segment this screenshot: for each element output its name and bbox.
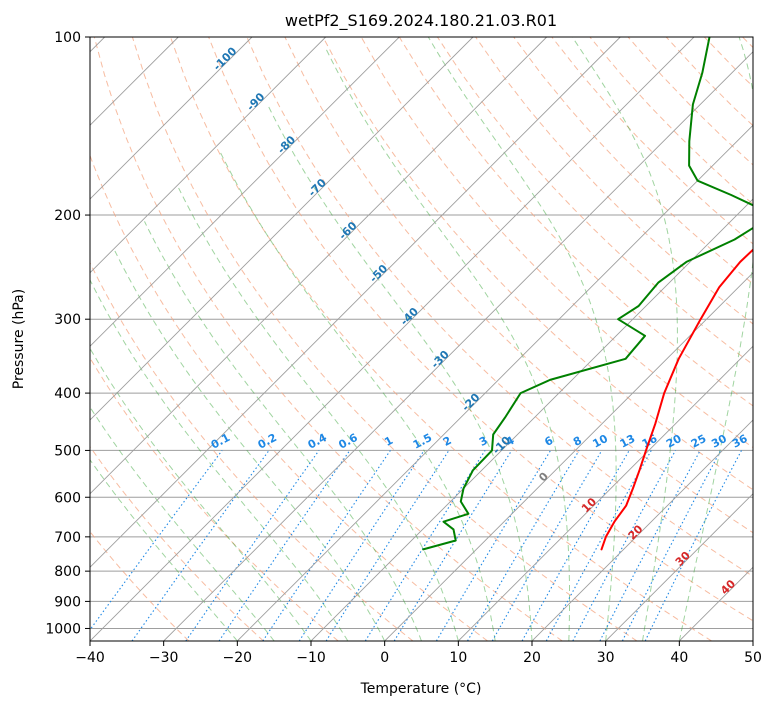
dry-adiabat <box>208 37 753 622</box>
dry-adiabat <box>513 37 753 285</box>
mixing-ratio-line <box>572 450 676 641</box>
pressure-gridlines <box>90 36 753 629</box>
x-tick-label: −20 <box>223 650 253 666</box>
dry-adiabat <box>475 37 753 325</box>
y-tick-label: 400 <box>54 386 81 402</box>
moist-adiabats <box>90 37 753 641</box>
x-tick-label: 30 <box>597 650 615 666</box>
dry-adiabat <box>284 37 753 534</box>
mixing-ratio-line <box>545 450 652 641</box>
isotherm-line <box>384 272 753 641</box>
x-tick-label: 40 <box>670 650 688 666</box>
mixing-ratio-label: 20 <box>664 432 684 451</box>
moist-adiabat <box>90 406 275 641</box>
dry-adiabat <box>246 37 753 577</box>
moist-adiabat <box>678 37 753 641</box>
mixing-ratio-line <box>521 450 630 641</box>
x-tick-label: 20 <box>523 650 541 666</box>
y-tick-label: 300 <box>54 312 81 328</box>
dry-adiabat <box>131 37 638 641</box>
dry-adiabat <box>90 445 264 641</box>
dewpoint-series-line <box>422 37 753 551</box>
isotherm-line <box>605 493 753 641</box>
y-tick-label: 900 <box>54 594 81 610</box>
dry-adiabat <box>322 37 753 491</box>
x-tick-label: 0 <box>380 650 389 666</box>
moist-adiabat <box>90 278 349 641</box>
mixing-ratio-line <box>325 450 450 641</box>
temperature-series-line <box>600 248 753 551</box>
isotherm-line <box>90 37 695 641</box>
dry-adiabats <box>90 37 753 641</box>
moist-adiabat <box>218 149 496 641</box>
mixing-ratio-label: 10 <box>590 432 610 451</box>
isotherm-line <box>531 419 753 641</box>
moist-adiabat <box>90 458 238 641</box>
isotherm-line <box>236 124 753 641</box>
x-tick-label: 50 <box>744 650 762 666</box>
x-axis-ticks: −40 −30 −20 −10 0 10 20 30 40 50 <box>75 641 762 666</box>
chart-title: wetPf2_S169.2024.180.21.03.R01 <box>285 11 557 31</box>
x-axis-label: Temperature (°C) <box>360 681 482 697</box>
x-tick-label: 10 <box>449 650 467 666</box>
y-tick-label: 1000 <box>45 621 81 637</box>
mixing-ratio-line <box>262 450 391 641</box>
mixing-ratio-label: 30 <box>709 432 729 451</box>
moist-adiabat <box>427 37 617 641</box>
moist-adiabat <box>178 187 459 641</box>
isotherm-line <box>90 37 548 495</box>
dry-adiabat <box>170 37 712 641</box>
mixing-ratio-line <box>218 450 351 641</box>
mixing-ratio-label: 36 <box>730 432 750 451</box>
mixing-ratio-label: 13 <box>618 432 638 451</box>
dry-adiabat <box>90 357 339 641</box>
y-tick-label: 100 <box>54 30 81 46</box>
moist-adiabat <box>90 347 312 641</box>
isotherm-gridlines <box>90 37 753 641</box>
y-tick-label: 800 <box>54 564 81 580</box>
mixing-ratio-line <box>298 450 425 641</box>
moist-adiabat <box>114 250 386 641</box>
isotherm-line <box>90 37 621 568</box>
moist-adiabat <box>325 49 570 641</box>
isotherm-line <box>90 37 474 421</box>
x-tick-label: −40 <box>75 650 105 666</box>
moist-adiabat <box>144 221 422 641</box>
mixing-ratio-line <box>393 450 513 641</box>
plot-frame <box>89 36 754 642</box>
isotherm-line <box>90 37 253 200</box>
y-axis-ticks: 100 200 300 400 500 600 700 800 900 1000 <box>45 30 90 637</box>
isotherm-line <box>90 37 327 274</box>
y-tick-label: 600 <box>54 490 81 506</box>
profile-series <box>422 37 753 551</box>
moist-adiabat <box>571 37 678 641</box>
y-tick-label: 700 <box>54 530 81 546</box>
x-tick-label: −10 <box>296 650 326 666</box>
y-tick-label: 500 <box>54 443 81 459</box>
isotherm-line <box>457 345 753 641</box>
isotherm-line <box>163 51 753 641</box>
mixing-ratio-label: 25 <box>689 432 709 451</box>
x-tick-label: −30 <box>149 650 179 666</box>
dry-adiabat <box>90 261 414 641</box>
mixing-ratio-line <box>185 450 320 641</box>
mixing-ratio-line <box>90 450 223 631</box>
y-axis-label: Pressure (hPa) <box>11 289 27 389</box>
isotherm-line <box>90 37 400 347</box>
moist-adiabat <box>267 104 533 641</box>
mixing-ratio-line <box>644 450 742 641</box>
dry-adiabat <box>93 37 563 641</box>
y-tick-label: 200 <box>54 208 81 224</box>
isotherm-line <box>310 198 753 641</box>
